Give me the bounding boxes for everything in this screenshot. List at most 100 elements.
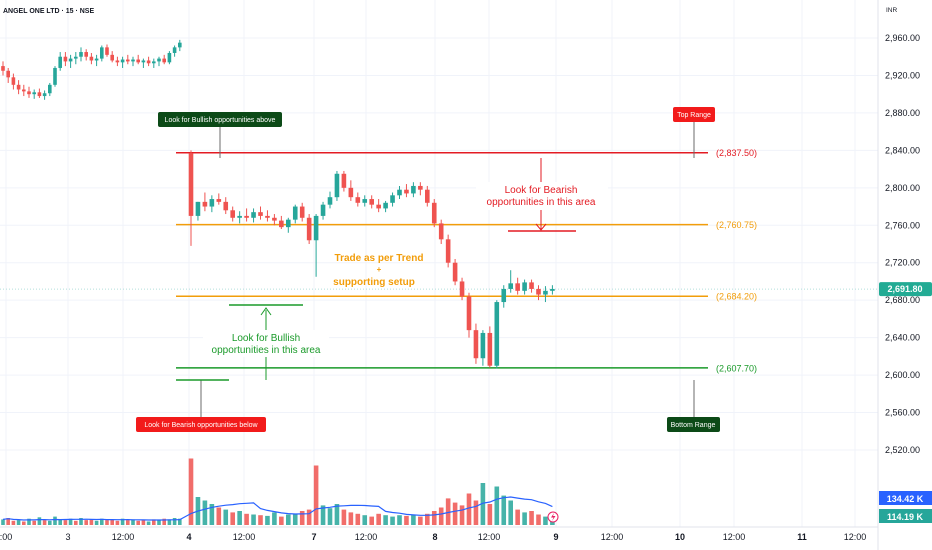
- candle: [100, 45, 104, 62]
- candle-body: [320, 204, 326, 216]
- candles: [1, 39, 555, 369]
- y-tick-label: 2,760.00: [885, 220, 920, 230]
- bullish-above-text: Look for Bullish opportunities above: [165, 117, 276, 124]
- volume-bar: [11, 520, 16, 525]
- candle: [286, 217, 291, 233]
- candle-body: [1, 66, 5, 71]
- volume-bar: [411, 514, 416, 525]
- candle-body: [327, 197, 333, 205]
- candle-body: [536, 288, 541, 295]
- candle: [74, 52, 78, 65]
- candle: [487, 326, 493, 368]
- candle-body: [167, 52, 172, 63]
- candle: [362, 195, 368, 207]
- candle: [223, 197, 229, 215]
- volume-bar: [327, 508, 333, 525]
- volume-bar: [362, 515, 368, 525]
- candle: [27, 86, 31, 98]
- candle-body: [362, 199, 368, 203]
- volume-bar: [286, 514, 291, 525]
- volume-bar: [425, 513, 430, 525]
- x-tick-label: 8: [432, 532, 437, 542]
- time-axis[interactable]: :00 3 12:00 4 12:00 7 12:00 8 12:00 9 12:00 10 12:00…: [0, 526, 878, 542]
- candle-body: [141, 60, 146, 63]
- candle: [452, 258, 458, 286]
- top-range-badge: Top Range: [673, 107, 715, 122]
- candle: [355, 192, 361, 207]
- volume-bar: [299, 511, 305, 525]
- candle-body: [120, 59, 125, 63]
- candle: [383, 200, 388, 213]
- candle-body: [115, 60, 120, 63]
- candle: [79, 47, 83, 62]
- volume-bar: [313, 465, 319, 525]
- candle-body: [508, 283, 513, 289]
- candle-body: [237, 215, 242, 218]
- candle: [16, 80, 21, 95]
- candle-body: [74, 56, 78, 59]
- lightning-icon[interactable]: [547, 511, 559, 523]
- candle-body: [172, 47, 177, 53]
- candle-body: [501, 288, 507, 303]
- y-tick-label: 2,960.00: [885, 33, 920, 43]
- candle-body: [230, 210, 235, 218]
- candle: [501, 285, 507, 308]
- candle-body: [131, 59, 135, 62]
- volume-bar: [431, 511, 437, 525]
- candle: [32, 89, 36, 99]
- y-tick-label: 2,840.00: [885, 145, 920, 155]
- volume-bar: [376, 513, 381, 525]
- volume-bar: [251, 514, 256, 525]
- volume-bar: [1, 519, 5, 525]
- candle: [292, 204, 298, 224]
- volume-bar: [334, 504, 340, 525]
- y-tick-label: 2,880.00: [885, 108, 920, 118]
- candle: [136, 54, 140, 65]
- candle-body: [105, 47, 109, 55]
- volume-bar: [79, 518, 83, 525]
- currency-label: INR: [886, 7, 898, 14]
- volume-bar: [404, 515, 409, 525]
- x-tick-label: 12:00: [601, 532, 624, 542]
- candle: [341, 170, 347, 192]
- candle-body: [63, 56, 68, 62]
- volume-bar: [397, 515, 402, 525]
- volume-bar: [131, 519, 135, 525]
- candle: [244, 208, 249, 222]
- candle-body: [487, 332, 493, 366]
- volume-bar: [110, 519, 114, 525]
- candle-body: [11, 77, 16, 85]
- candle-body: [251, 212, 256, 218]
- candle: [167, 51, 172, 65]
- candle: [550, 285, 555, 295]
- candle-body: [16, 84, 21, 90]
- candle: [543, 286, 548, 303]
- volume-bar: [480, 483, 486, 525]
- candle-body: [397, 189, 402, 196]
- volume-bar: [178, 518, 182, 525]
- candle-body: [42, 93, 47, 97]
- volume-bar: [146, 521, 151, 525]
- volume-bar: [543, 516, 548, 525]
- candle-body: [48, 84, 52, 94]
- candle-body: [58, 56, 62, 68]
- candle-body: [195, 201, 201, 216]
- volume-bar: [162, 518, 166, 525]
- candle-body: [279, 220, 284, 228]
- volume-bar: [58, 519, 62, 525]
- price-axis[interactable]: 2,960.00 2,920.00 2,880.00 2,840.00 2,800.00…: [877, 0, 932, 550]
- candle: [141, 58, 146, 68]
- volume-bar: [16, 520, 21, 525]
- candle: [209, 195, 215, 213]
- candle-body: [529, 282, 534, 289]
- candle: [202, 192, 208, 212]
- candle-body: [22, 89, 26, 92]
- volume-bar: [94, 520, 99, 525]
- candle-body: [94, 58, 99, 61]
- candle: [425, 185, 430, 207]
- candle-body: [188, 153, 194, 216]
- x-tick-label: 4: [186, 532, 191, 542]
- candle-body: [334, 173, 340, 198]
- candle-body: [376, 204, 381, 209]
